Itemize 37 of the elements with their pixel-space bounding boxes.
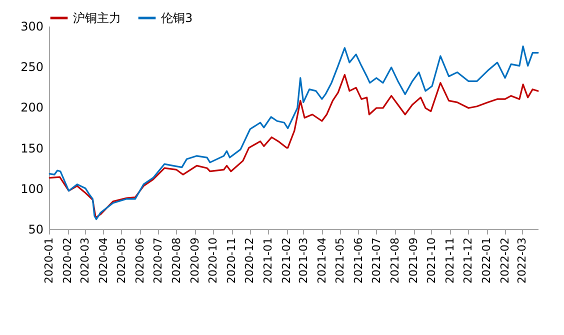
x-tick-label: 2020-12 [243,238,256,284]
line-series [48,46,539,220]
x-tick-label: 2020-07 [151,238,164,284]
x-tick-label: 2020-01 [42,238,56,284]
line-series [48,74,539,218]
x-tick-label: 2021-08 [388,238,402,284]
legend-label: 沪铜主力 [73,11,121,25]
y-tick-label: 250 [20,60,44,74]
x-tick-label: 2022-03 [515,238,528,284]
x-tick-label: 2020-11 [225,238,238,284]
x-tick-label: 2021-04 [315,238,328,284]
x-tick-label: 2021-10 [424,238,438,284]
legend-label: 伦铜3 [161,11,193,25]
y-tick-label: 150 [20,141,44,156]
x-tick-label: 2021-06 [352,238,365,284]
x-tick-label: 2020-10 [206,238,220,284]
y-tick-label: 300 [20,20,44,34]
y-tick-label: 200 [20,100,44,115]
x-tick-label: 2022-02 [498,238,512,284]
x-tick-label: 2020-04 [96,238,110,284]
x-tick-label: 2021-07 [370,238,383,284]
x-tick-label: 2020-02 [61,238,74,284]
x-tick-label: 2020-05 [114,238,128,284]
x-tick-label: 2021-03 [296,238,310,284]
x-tick-label: 2022-01 [480,238,494,284]
y-tick-label: 50 [28,222,44,236]
x-tick-label: 2021-11 [444,238,457,284]
x-tick-label: 2020-06 [133,238,146,284]
x-tick-label: 2020-09 [188,238,202,284]
x-tick-label: 2020-03 [78,238,92,284]
y-tick-label: 100 [20,182,44,196]
x-tick-label: 2021-12 [461,238,474,284]
x-tick-label: 2021-05 [333,238,346,284]
x-tick-label: 2021-01 [262,238,275,284]
x-tick-label: 2021-09 [407,238,420,284]
x-tick-label: 2020-08 [170,238,183,284]
x-tick-label: 2021-02 [280,238,294,284]
